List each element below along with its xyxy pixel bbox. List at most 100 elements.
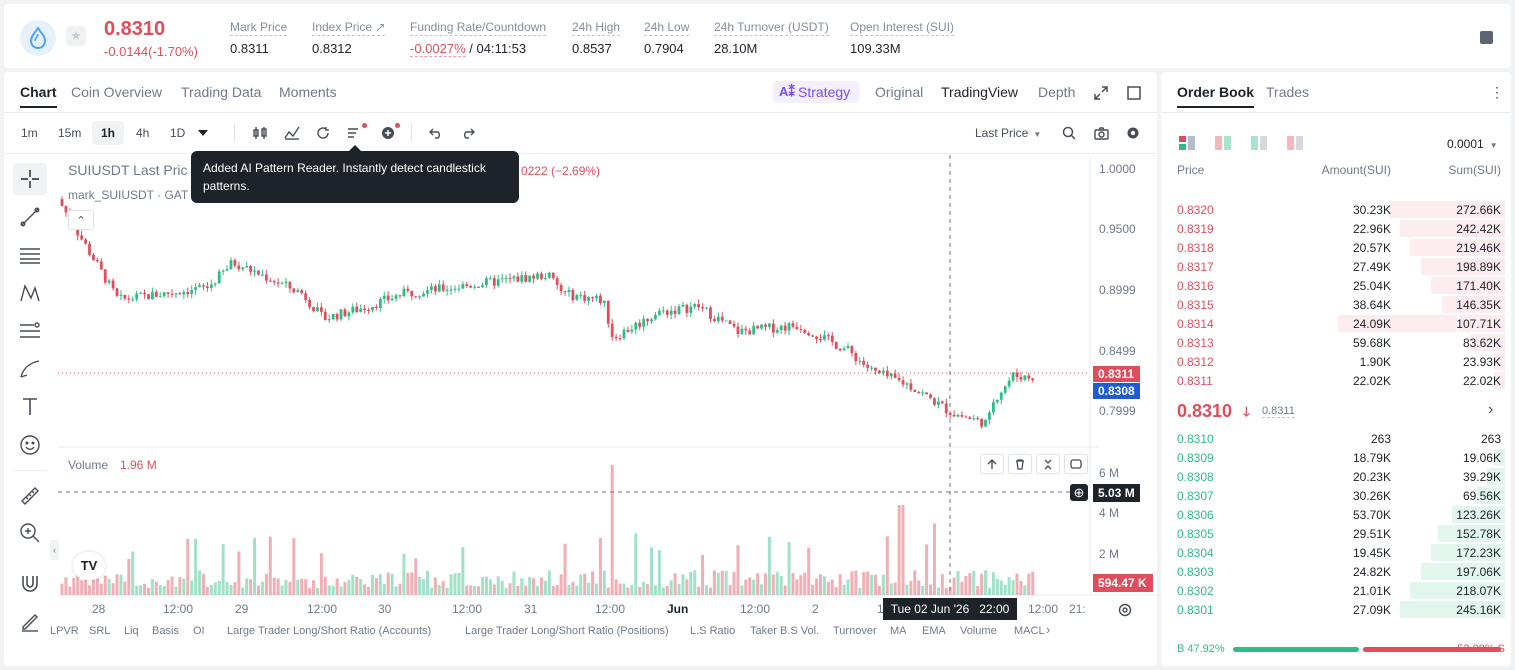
stat-index-price[interactable]: Index Price ↗ 0.8312 bbox=[312, 20, 386, 56]
chevron-right-icon[interactable]: › bbox=[1488, 401, 1494, 418]
caret-down-icon[interactable] bbox=[196, 127, 210, 139]
price-type-select[interactable]: Last Price ▼ bbox=[975, 126, 1041, 140]
ask-row[interactable]: 0.8319 22.96K 242.42K bbox=[1161, 219, 1511, 238]
price-type-label[interactable]: Last Price bbox=[975, 126, 1029, 140]
pattern-tool-icon[interactable] bbox=[18, 281, 42, 305]
chevron-right-icon[interactable]: › bbox=[1046, 622, 1051, 637]
indicator-item[interactable]: LPVR bbox=[50, 625, 79, 637]
tab-order-book[interactable]: Order Book bbox=[1177, 84, 1254, 100]
ask-row[interactable]: 0.8315 38.64K 146.35K bbox=[1161, 295, 1511, 314]
indicator-item[interactable]: SRL bbox=[89, 625, 111, 637]
more-options-icon[interactable]: ⋮ bbox=[1490, 84, 1504, 100]
indicator-item[interactable]: Volume bbox=[960, 625, 997, 637]
stat-label[interactable]: Index Price ↗ bbox=[312, 20, 386, 36]
add-alert-icon[interactable]: ⊕ bbox=[1070, 484, 1088, 501]
view-both-icon[interactable] bbox=[1179, 136, 1195, 150]
channel-tool-icon[interactable] bbox=[18, 319, 42, 343]
view-asks-icon[interactable] bbox=[1287, 136, 1303, 150]
text-tool-icon[interactable] bbox=[18, 395, 42, 419]
view-both-alt-icon[interactable] bbox=[1215, 136, 1231, 150]
brush-tool-icon[interactable] bbox=[18, 357, 42, 381]
indicator-item[interactable]: L.S Ratio bbox=[690, 625, 736, 637]
tab-chart-label[interactable]: Chart bbox=[20, 84, 57, 100]
fullscreen-icon[interactable] bbox=[1092, 84, 1110, 102]
bid-row[interactable]: 0.8307 30.26K 69.56K bbox=[1161, 486, 1511, 505]
tab-chart[interactable]: Chart bbox=[20, 84, 57, 100]
guide-book-icon[interactable] bbox=[1480, 31, 1493, 44]
maximize-pane-icon[interactable] bbox=[1064, 454, 1088, 474]
refresh-icon[interactable] bbox=[314, 125, 332, 141]
interval-1m[interactable]: 1m bbox=[21, 126, 38, 140]
collapse-pane-icon[interactable] bbox=[1036, 454, 1060, 474]
bid-row[interactable]: 0.8308 20.23K 39.29K bbox=[1161, 467, 1511, 486]
search-icon[interactable] bbox=[1061, 125, 1077, 141]
axis-settings-icon[interactable] bbox=[1116, 601, 1134, 619]
ask-row[interactable]: 0.8318 20.57K 219.46K bbox=[1161, 238, 1511, 257]
collapse-legend-button[interactable]: ⌃ bbox=[68, 210, 94, 230]
view-bids-icon[interactable] bbox=[1251, 136, 1267, 150]
indicator-item[interactable]: EMA bbox=[922, 625, 946, 637]
tab-moments[interactable]: Moments bbox=[279, 84, 337, 100]
trash-icon[interactable] bbox=[1008, 454, 1032, 474]
indicator-item[interactable]: Turnover bbox=[833, 625, 877, 637]
ask-row[interactable]: 0.8312 1.90K 23.93K bbox=[1161, 352, 1511, 371]
indicator-item[interactable]: Large Trader Long/Short Ratio (Accounts) bbox=[227, 625, 432, 637]
ask-row[interactable]: 0.8317 27.49K 198.89K bbox=[1161, 257, 1511, 276]
bid-row[interactable]: 0.8304 19.45K 172.23K bbox=[1161, 543, 1511, 562]
price-chart[interactable] bbox=[58, 155, 1158, 620]
candle-type-icon[interactable] bbox=[251, 125, 269, 141]
pattern-reader-icon[interactable] bbox=[346, 123, 367, 141]
indicator-item[interactable]: MACL bbox=[1014, 625, 1045, 637]
tab-coin-overview[interactable]: Coin Overview bbox=[71, 84, 163, 100]
precision-select[interactable]: 0.0001 ▼ bbox=[1447, 137, 1498, 151]
camera-icon[interactable] bbox=[1093, 125, 1109, 141]
ask-row[interactable]: 0.8320 30.23K 272.66K bbox=[1161, 200, 1511, 219]
interval-1d[interactable]: 1D bbox=[170, 126, 186, 140]
tab-depth[interactable]: Depth bbox=[1038, 84, 1076, 100]
bid-row[interactable]: 0.8310 263 263 bbox=[1161, 429, 1511, 448]
magnet-tool-icon[interactable] bbox=[18, 571, 42, 595]
fib-lines-tool-icon[interactable] bbox=[18, 243, 42, 267]
tradingview-logo[interactable]: TV bbox=[73, 552, 105, 580]
pencil-lock-icon[interactable] bbox=[18, 609, 42, 633]
add-circle-icon[interactable] bbox=[379, 123, 400, 141]
ask-row[interactable]: 0.8311 22.02K 22.02K bbox=[1161, 371, 1511, 390]
tab-tradingview[interactable]: TradingView bbox=[941, 84, 1019, 100]
bid-row[interactable]: 0.8309 18.79K 19.06K bbox=[1161, 448, 1511, 467]
emoji-tool-icon[interactable] bbox=[18, 433, 42, 457]
gear-icon[interactable] bbox=[1125, 125, 1141, 141]
tab-order-book-label[interactable]: Order Book bbox=[1177, 84, 1255, 100]
bid-row[interactable]: 0.8302 21.01K 218.07K bbox=[1161, 581, 1511, 600]
undo-icon[interactable] bbox=[427, 125, 445, 141]
crosshair-tool[interactable] bbox=[13, 163, 47, 195]
bid-row[interactable]: 0.8303 24.82K 197.06K bbox=[1161, 562, 1511, 581]
indicator-item[interactable]: Large Trader Long/Short Ratio (Positions… bbox=[465, 625, 669, 637]
interval-15m[interactable]: 15m bbox=[58, 126, 82, 140]
bid-row[interactable]: 0.8301 27.09K 245.16K bbox=[1161, 600, 1511, 619]
tab-trades[interactable]: Trades bbox=[1266, 84, 1310, 100]
tab-trading-data[interactable]: Trading Data bbox=[181, 84, 262, 100]
bid-row[interactable]: 0.8306 53.70K 123.26K bbox=[1161, 505, 1511, 524]
move-up-icon[interactable] bbox=[980, 454, 1004, 474]
precision-value[interactable]: 0.0001 bbox=[1447, 137, 1484, 151]
ruler-tool-icon[interactable] bbox=[18, 484, 42, 508]
indicator-item[interactable]: MA bbox=[890, 625, 907, 637]
tab-original[interactable]: Original bbox=[875, 84, 924, 100]
bid-row[interactable]: 0.8305 29.51K 152.78K bbox=[1161, 524, 1511, 543]
window-icon[interactable] bbox=[1125, 84, 1143, 102]
trendline-tool-icon[interactable] bbox=[18, 205, 42, 229]
indicators-icon[interactable] bbox=[283, 125, 301, 141]
strategy-button[interactable]: A⁑ Strategy bbox=[773, 81, 859, 103]
indicator-item[interactable]: Basis bbox=[152, 625, 179, 637]
zoom-in-icon[interactable] bbox=[18, 521, 42, 545]
favorite-star-icon[interactable]: ★ bbox=[66, 26, 86, 46]
ask-row[interactable]: 0.8314 24.09K 107.71K bbox=[1161, 314, 1511, 333]
ask-row[interactable]: 0.8316 25.04K 171.40K bbox=[1161, 276, 1511, 295]
indicator-item[interactable]: Taker B.S Vol. bbox=[750, 625, 820, 637]
interval-1h[interactable]: 1h bbox=[101, 126, 116, 140]
redo-icon[interactable] bbox=[459, 125, 477, 141]
indicator-item[interactable]: Liq bbox=[124, 625, 139, 637]
ask-row[interactable]: 0.8313 59.68K 83.62K bbox=[1161, 333, 1511, 352]
interval-4h[interactable]: 4h bbox=[136, 126, 150, 140]
collapse-toolbar-button[interactable]: ‹ bbox=[50, 540, 59, 560]
